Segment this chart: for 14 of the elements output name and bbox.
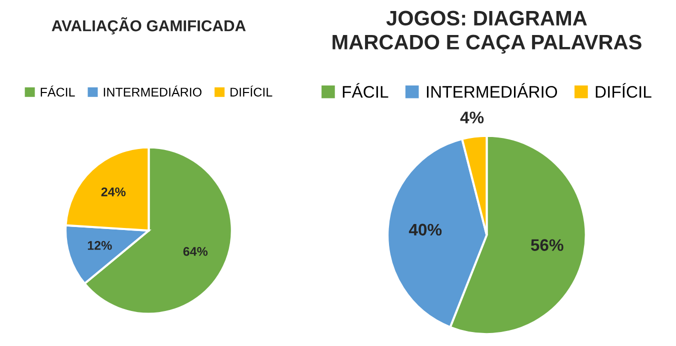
data-label: 56% xyxy=(530,239,564,251)
legend-label: FÁCIL xyxy=(342,83,388,98)
legend-label: INTERMEDIÁRIO xyxy=(104,86,202,97)
data-label: 40% xyxy=(408,224,442,236)
legend-label: FÁCIL xyxy=(40,86,75,97)
data-label: 64% xyxy=(183,247,208,256)
legend-label: DIFÍCIL xyxy=(596,83,652,98)
legend-label: DIFÍCIL xyxy=(230,86,272,97)
chart-title: JOGOS: DIAGRAMA MARCADO E CAÇA PALAVRAS xyxy=(332,10,642,54)
data-label: 12% xyxy=(88,241,112,250)
chart-title: AVALIAÇÃO GAMIFICADA xyxy=(52,17,246,34)
data-label: 24% xyxy=(101,187,126,196)
legend-label: INTERMEDIÁRIO xyxy=(426,83,558,98)
data-label: 4% xyxy=(460,112,484,124)
